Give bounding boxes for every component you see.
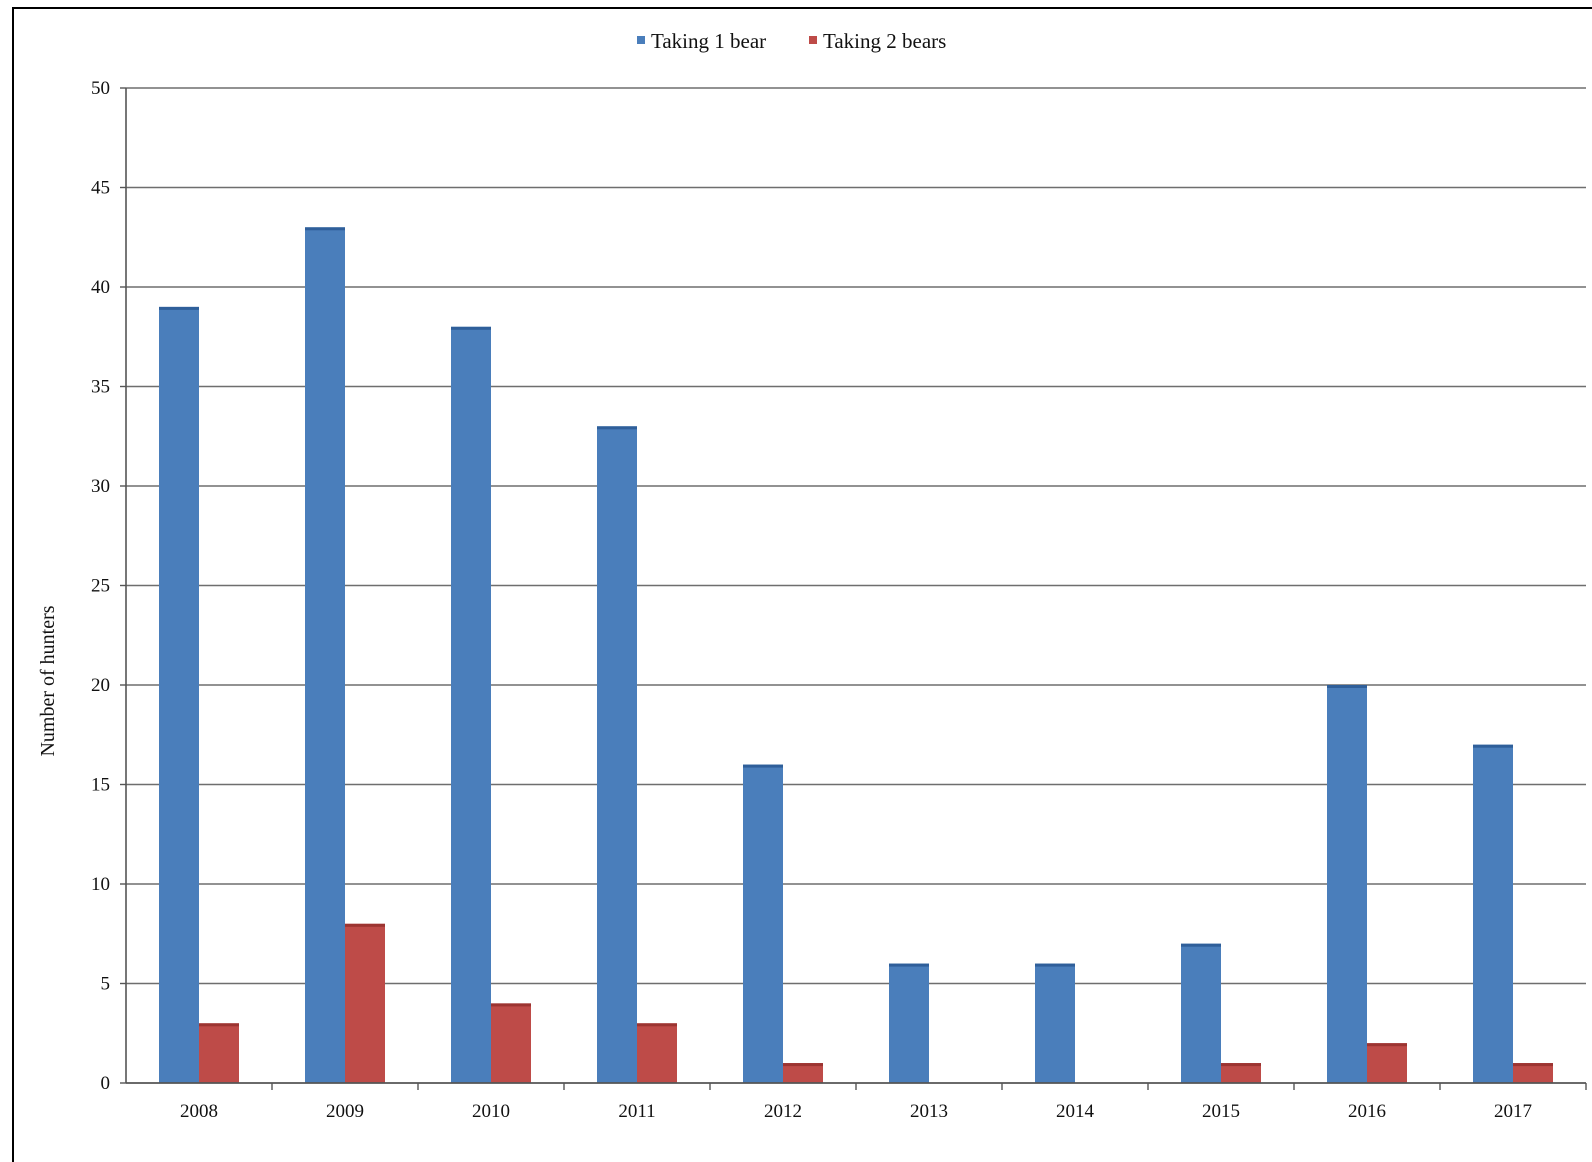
x-tick-label: 2012 xyxy=(764,1101,802,1122)
bars xyxy=(159,227,1553,1084)
bar-taking-2-bears-2012 xyxy=(783,1063,823,1083)
legend-label-taking-2-bears: Taking 2 bears xyxy=(823,29,946,53)
y-tick-label: 5 xyxy=(101,974,111,995)
bar-top-edge xyxy=(305,227,345,231)
x-tick-label: 2017 xyxy=(1494,1101,1532,1122)
bar-taking-2-bears-2008 xyxy=(199,1023,239,1083)
y-tick-label: 50 xyxy=(91,78,110,99)
bar-taking-1-bear-2013 xyxy=(889,963,929,1083)
x-tick-label: 2011 xyxy=(618,1101,655,1122)
legend-swatch-taking-1-bear xyxy=(637,36,645,44)
bar-top-edge xyxy=(1035,963,1075,967)
x-tick-label: 2016 xyxy=(1348,1101,1386,1122)
bar-taking-1-bear-2011 xyxy=(597,426,637,1083)
bar-taking-2-bears-2011 xyxy=(637,1023,677,1083)
y-tick-label: 30 xyxy=(91,476,110,497)
y-tick-label: 45 xyxy=(91,178,110,199)
bar-taking-1-bear-2012 xyxy=(743,764,783,1083)
bar-taking-1-bear-2009 xyxy=(305,227,345,1084)
bar-top-edge xyxy=(743,764,783,768)
bar-top-edge xyxy=(1327,685,1367,688)
legend: Taking 1 bear Taking 2 bears xyxy=(637,29,946,53)
tick-labels: 0 5 10 15 20 25 30 35 40 45 50 2008 2009 2010 2011 2012… xyxy=(91,78,1532,1122)
bar-taking-1-bear-2016 xyxy=(1327,685,1367,1083)
bar-taking-1-bear-2017 xyxy=(1473,744,1513,1083)
bar-taking-2-bears-2015 xyxy=(1221,1063,1261,1083)
x-tick-label: 2010 xyxy=(472,1101,510,1122)
y-tick-label: 20 xyxy=(91,675,110,696)
bar-top-edge xyxy=(1473,744,1513,748)
bar-taking-1-bear-2008 xyxy=(159,306,199,1083)
bar-top-edge xyxy=(199,1023,239,1027)
bar-top-edge xyxy=(451,326,491,330)
bar-top-edge xyxy=(597,426,637,430)
y-tick-label: 25 xyxy=(91,576,110,597)
x-tick-label: 2009 xyxy=(326,1101,364,1122)
y-tick-label: 35 xyxy=(91,377,110,398)
bar-top-edge xyxy=(783,1063,823,1067)
x-tick-label: 2013 xyxy=(910,1101,948,1122)
bar-top-edge xyxy=(1181,943,1221,947)
bar-top-edge xyxy=(1367,1043,1407,1047)
y-axis-title: Number of hunters xyxy=(37,605,59,756)
axes xyxy=(120,87,1587,1090)
y-tick-label: 0 xyxy=(101,1073,111,1094)
bar-top-edge xyxy=(1221,1063,1261,1067)
y-tick-label: 40 xyxy=(91,277,110,298)
bar-taking-1-bear-2015 xyxy=(1181,943,1221,1083)
bar-taking-1-bear-2014 xyxy=(1035,963,1075,1083)
x-tick-label: 2014 xyxy=(1056,1101,1095,1122)
bar-top-edge xyxy=(889,963,929,967)
y-tick-label: 15 xyxy=(91,775,110,796)
x-tick-label: 2008 xyxy=(180,1101,218,1122)
bar-top-edge xyxy=(345,923,385,927)
legend-swatch-taking-2-bears xyxy=(809,36,817,44)
bar-taking-2-bears-2016 xyxy=(1367,1043,1407,1083)
bar-taking-2-bears-2009 xyxy=(345,923,385,1083)
y-tick-label: 10 xyxy=(91,874,110,895)
x-tick-label: 2015 xyxy=(1202,1101,1240,1122)
bar-top-edge xyxy=(1513,1063,1553,1067)
bar-taking-1-bear-2010 xyxy=(451,326,491,1083)
bar-taking-2-bears-2010 xyxy=(491,1003,531,1083)
legend-label-taking-1-bear: Taking 1 bear xyxy=(651,29,766,53)
bar-top-edge xyxy=(159,306,199,310)
bar-top-edge xyxy=(637,1023,677,1027)
bar-taking-2-bears-2017 xyxy=(1513,1063,1553,1083)
bar-top-edge xyxy=(491,1003,531,1007)
